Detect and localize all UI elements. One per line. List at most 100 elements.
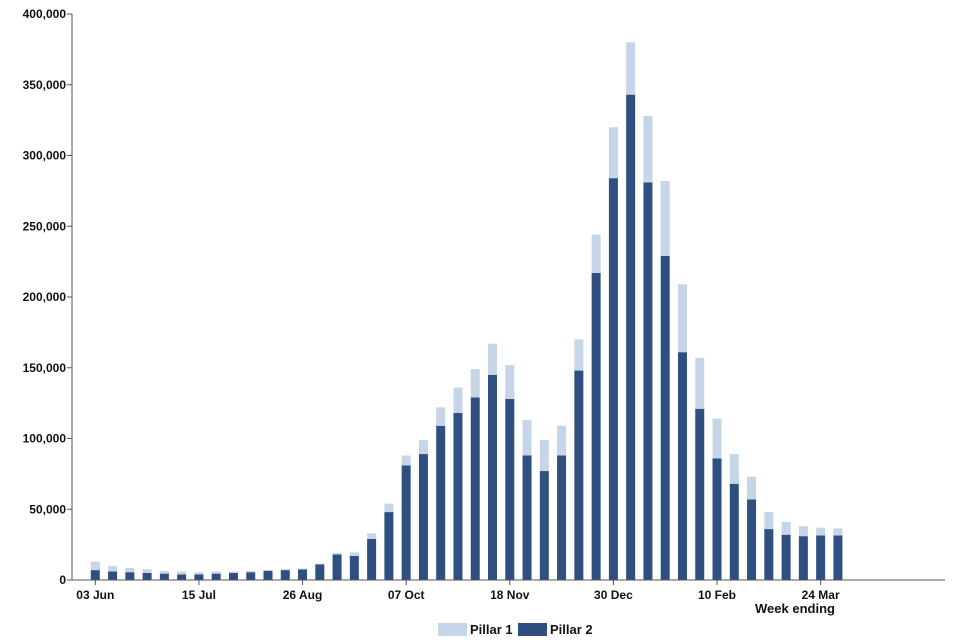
bar-pillar-2 bbox=[557, 455, 567, 580]
bar-pillar-1 bbox=[747, 476, 757, 500]
bar-pillar-1 bbox=[643, 115, 653, 183]
bar-pillar-1 bbox=[125, 567, 135, 573]
y-tick-label: 100,000 bbox=[23, 432, 67, 446]
bar-pillar-2 bbox=[453, 413, 463, 580]
x-axis-title: Week ending bbox=[755, 601, 835, 616]
legend-swatch-pillar-1 bbox=[438, 623, 467, 636]
bar-pillar-2 bbox=[211, 573, 221, 580]
bar-pillar-1 bbox=[142, 569, 152, 573]
x-axis-ticks: 03 Jun 15 Jul 26 Aug 07 Oct 18 Nov 30 Dec 10 F… bbox=[76, 580, 840, 602]
bar-pillar-2 bbox=[349, 555, 359, 580]
bar-pillar-1 bbox=[660, 180, 670, 256]
bar-pillar-2 bbox=[643, 182, 653, 580]
bar-pillar-1 bbox=[729, 454, 739, 484]
bar-pillar-2 bbox=[764, 529, 774, 580]
bar-pillar-1 bbox=[177, 571, 187, 575]
bar-pillar-2 bbox=[488, 374, 498, 580]
bar-pillar-2 bbox=[228, 572, 238, 580]
bar-pillar-1 bbox=[194, 572, 204, 575]
bar-pillar-2 bbox=[194, 574, 204, 580]
bar-pillar-2 bbox=[729, 483, 739, 580]
bar-pillar-1 bbox=[246, 571, 256, 573]
bar-pillar-2 bbox=[677, 352, 687, 580]
bar-pillar-1 bbox=[712, 418, 722, 459]
y-tick-label: 150,000 bbox=[23, 361, 67, 375]
bar-pillar-1 bbox=[591, 234, 601, 273]
bar-pillar-1 bbox=[798, 526, 808, 537]
bar-pillar-2 bbox=[505, 398, 515, 580]
bar-pillar-2 bbox=[712, 458, 722, 580]
bar-pillar-1 bbox=[574, 339, 584, 371]
bar-pillar-1 bbox=[367, 533, 377, 539]
bar-pillar-1 bbox=[418, 439, 428, 455]
bar-pillar-1 bbox=[349, 552, 359, 556]
bar-pillar-1 bbox=[263, 569, 273, 571]
x-tick-label: 30 Dec bbox=[594, 588, 633, 602]
bar-pillar-2 bbox=[418, 454, 428, 580]
y-tick-label: 250,000 bbox=[23, 219, 67, 233]
bar-pillar-1 bbox=[626, 42, 636, 95]
bar-pillar-2 bbox=[401, 465, 411, 580]
bar-pillar-1 bbox=[764, 512, 774, 530]
legend-swatch-pillar-2 bbox=[518, 623, 547, 636]
bar-pillar-2 bbox=[298, 569, 308, 580]
y-tick-label: 400,000 bbox=[23, 7, 67, 21]
bar-pillar-1 bbox=[401, 455, 411, 466]
bar-pillar-2 bbox=[539, 471, 549, 580]
y-tick-label: 50,000 bbox=[29, 502, 66, 516]
bar-pillar-1 bbox=[280, 569, 290, 571]
bar-pillar-1 bbox=[90, 561, 100, 571]
bar-pillar-1 bbox=[522, 420, 532, 456]
bar-pillar-2 bbox=[90, 570, 100, 580]
y-tick-label: 300,000 bbox=[23, 149, 67, 163]
x-tick-label: 15 Jul bbox=[182, 588, 216, 602]
x-tick-label: 26 Aug bbox=[283, 588, 323, 602]
bar-pillar-2 bbox=[660, 255, 670, 580]
bar-pillar-2 bbox=[263, 570, 273, 580]
bar-pillar-1 bbox=[332, 553, 342, 555]
bar-pillar-2 bbox=[747, 499, 757, 580]
bar-pillar-1 bbox=[816, 527, 826, 536]
bar-pillar-2 bbox=[591, 272, 601, 580]
bar-pillar-2 bbox=[781, 534, 791, 580]
bars-layer bbox=[90, 42, 843, 581]
x-tick-label: 18 Nov bbox=[490, 588, 530, 602]
bar-pillar-1 bbox=[228, 571, 238, 573]
bar-pillar-1 bbox=[453, 387, 463, 414]
bar-pillar-1 bbox=[833, 528, 843, 536]
bar-pillar-1 bbox=[211, 571, 221, 574]
legend-label-pillar-1: Pillar 1 bbox=[470, 622, 513, 637]
bar-pillar-1 bbox=[539, 439, 549, 472]
bar-pillar-2 bbox=[833, 535, 843, 580]
bar-pillar-1 bbox=[488, 343, 498, 375]
bar-pillar-2 bbox=[574, 370, 584, 580]
bar-pillar-1 bbox=[298, 568, 308, 570]
bar-pillar-2 bbox=[522, 455, 532, 580]
bar-pillar-2 bbox=[125, 572, 135, 580]
bar-pillar-2 bbox=[384, 512, 394, 580]
y-tick-label: 0 bbox=[59, 573, 66, 587]
bar-pillar-1 bbox=[436, 407, 446, 426]
bar-pillar-2 bbox=[608, 178, 618, 580]
x-tick-label: 03 Jun bbox=[76, 588, 114, 602]
bar-pillar-1 bbox=[505, 364, 515, 399]
bar-pillar-2 bbox=[470, 397, 480, 580]
bar-pillar-1 bbox=[108, 565, 118, 572]
bar-pillar-1 bbox=[159, 570, 169, 574]
bar-pillar-1 bbox=[695, 357, 705, 409]
bar-pillar-2 bbox=[436, 425, 446, 580]
bar-pillar-2 bbox=[315, 564, 325, 580]
bar-pillar-2 bbox=[816, 535, 826, 580]
legend-label-pillar-2: Pillar 2 bbox=[550, 622, 593, 637]
y-axis-ticks: 0 50,000 100,000 150,000 200,000 250,000 300,0… bbox=[23, 7, 72, 587]
bar-pillar-1 bbox=[781, 521, 791, 535]
bar-pillar-2 bbox=[177, 574, 187, 580]
bar-pillar-2 bbox=[798, 536, 808, 580]
bar-pillar-1 bbox=[470, 369, 480, 398]
bar-pillar-1 bbox=[315, 563, 325, 565]
y-tick-label: 200,000 bbox=[23, 290, 67, 304]
bar-pillar-2 bbox=[142, 572, 152, 580]
bar-pillar-2 bbox=[695, 408, 705, 580]
legend: Pillar 1 Pillar 2 bbox=[438, 622, 593, 637]
